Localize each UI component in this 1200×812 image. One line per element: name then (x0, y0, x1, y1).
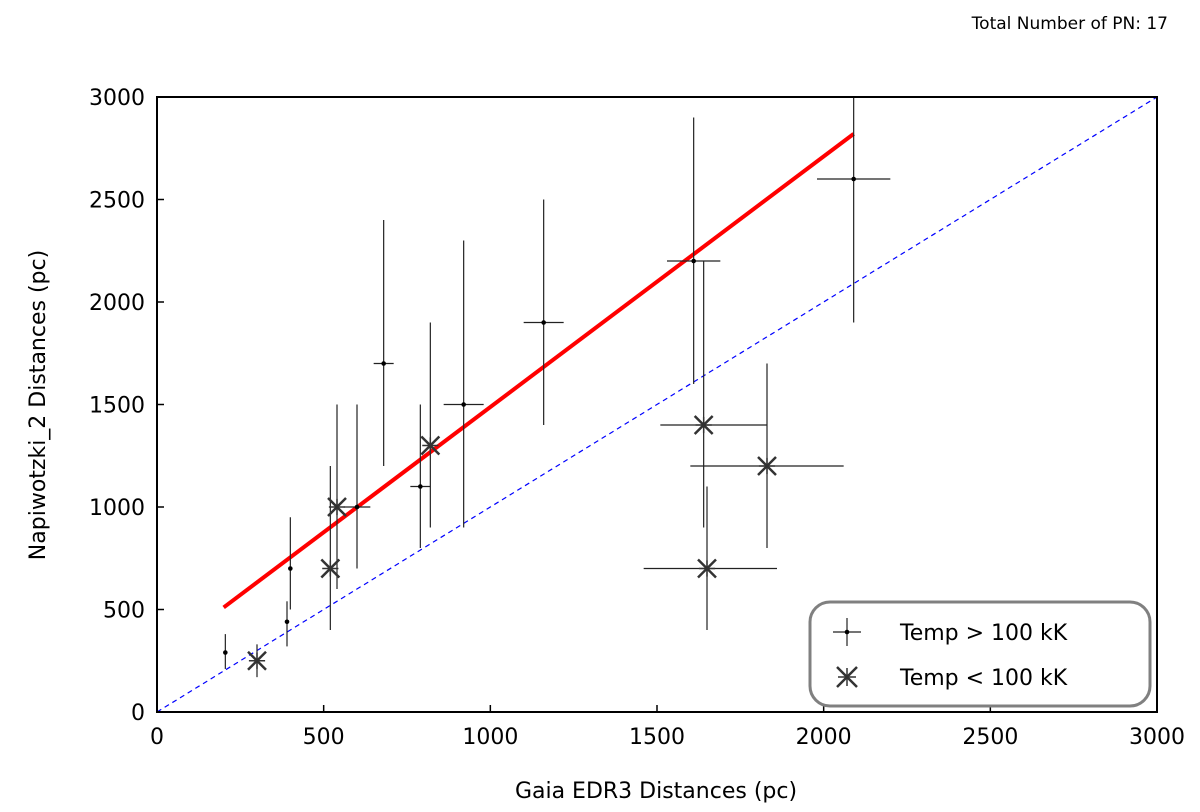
marker-dot (418, 484, 423, 489)
marker-dot (461, 402, 466, 407)
x-tick-label: 0 (150, 725, 164, 750)
fit-lines (157, 97, 1157, 712)
marker-dot (354, 504, 360, 510)
y-tick-label: 1000 (89, 496, 145, 521)
fit-line (222, 132, 855, 610)
data-markers (223, 176, 856, 671)
plus-marker (288, 566, 293, 571)
star-marker (327, 497, 347, 517)
y-tick-label: 1500 (89, 394, 145, 419)
plus-marker (284, 619, 290, 625)
plus-marker (541, 320, 546, 325)
plus-marker (851, 176, 856, 182)
one-to-one-line (157, 97, 1157, 712)
plus-marker (691, 258, 696, 264)
star-marker (757, 456, 777, 476)
plus-marker (381, 361, 386, 366)
legend: Temp > 100 kK Temp < 100 kK (808, 600, 1152, 708)
marker-dot (851, 176, 856, 182)
legend-icon-dot (844, 629, 850, 635)
x-axis-label: Gaia EDR3 Distances (pc) (515, 779, 797, 804)
marker-dot (541, 320, 546, 325)
marker-dot (284, 619, 290, 625)
marker-dot (381, 361, 386, 366)
plus-marker (223, 650, 228, 655)
y-tick-label: 500 (103, 599, 145, 624)
legend-star-icon (836, 666, 858, 688)
legend-label: Temp > 100 kK (899, 621, 1068, 646)
legend-box (808, 600, 1152, 708)
x-tick-label: 1500 (629, 725, 685, 750)
star-marker (247, 650, 267, 671)
x-tick-label: 1000 (462, 725, 518, 750)
star-marker (697, 558, 717, 579)
star-marker (420, 435, 441, 456)
error-bars (224, 97, 891, 678)
y-tick-label: 3000 (89, 86, 145, 111)
plus-marker (461, 402, 466, 407)
y-tick-label: 0 (131, 701, 145, 726)
total-count-note: Total Number of PN: 17 (971, 14, 1168, 34)
marker-dot (288, 566, 293, 571)
y-tick-label: 2500 (89, 189, 145, 214)
x-tick-label: 3000 (1129, 725, 1185, 750)
y-tick-label: 2000 (89, 291, 145, 316)
x-tick-label: 2000 (796, 725, 852, 750)
star-marker (320, 558, 341, 579)
x-tick-label: 500 (303, 725, 345, 750)
star-marker (693, 415, 714, 435)
marker-dot (223, 650, 228, 655)
plus-marker (354, 504, 360, 510)
x-tick-label: 2500 (962, 725, 1018, 750)
axes: 0 500 1000 1500 2000 2500 3000 0 500 1000 1500 2000… (89, 86, 1185, 750)
plus-marker (418, 484, 423, 489)
legend-label: Temp < 100 kK (899, 666, 1068, 691)
marker-dot (691, 258, 696, 264)
y-axis-label: Napiwotzki_2 Distances (pc) (26, 250, 51, 560)
legend-plus-icon (833, 618, 861, 646)
